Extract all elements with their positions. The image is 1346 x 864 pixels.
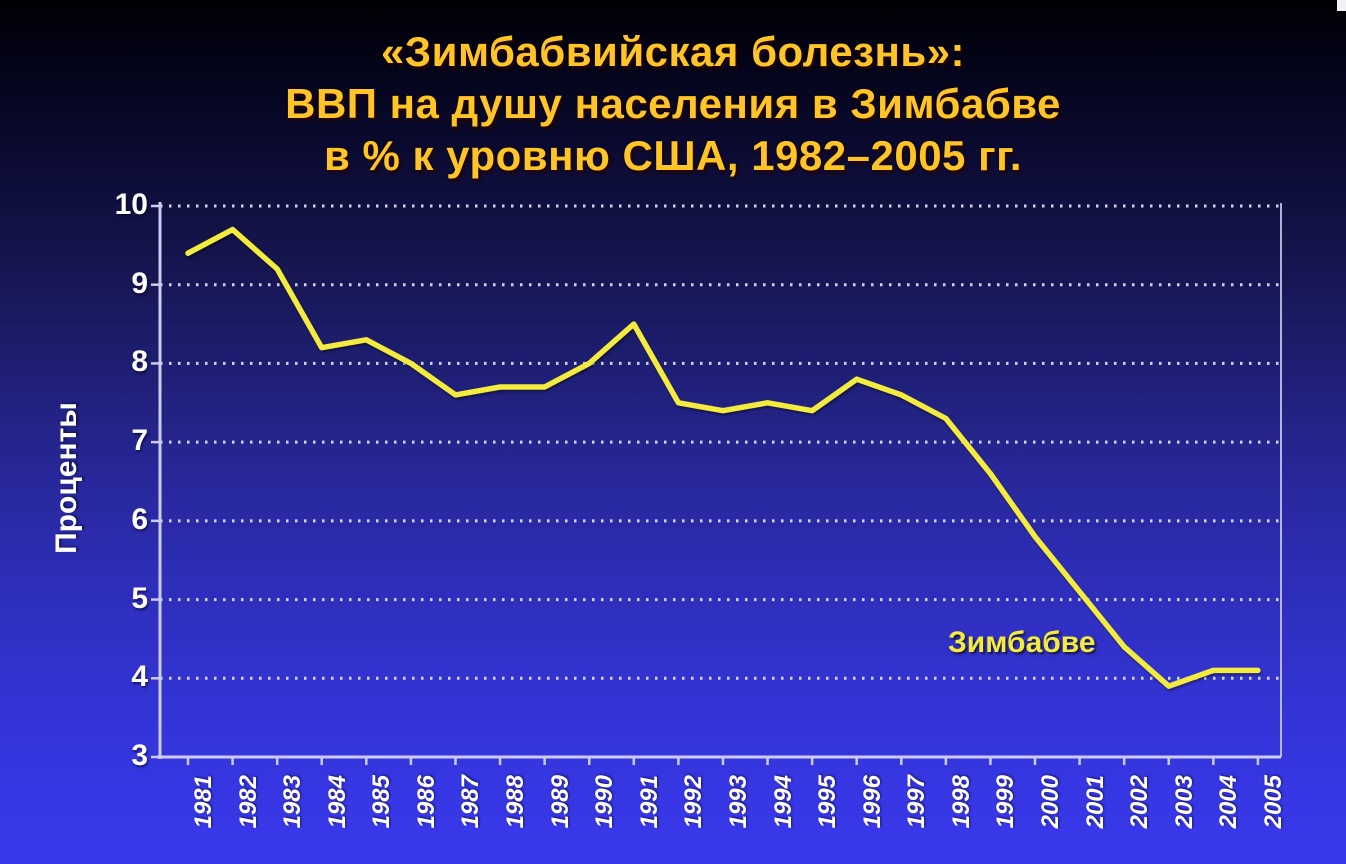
y-tick-label: 4 xyxy=(131,660,148,694)
y-tick-label: 8 xyxy=(131,345,148,379)
x-tick-label: 1998 xyxy=(947,775,975,829)
x-tick-label: 2003 xyxy=(1170,775,1198,829)
x-tick-label: 1997 xyxy=(903,775,931,829)
x-tick-label: 1986 xyxy=(412,775,440,829)
x-tick-label: 2001 xyxy=(1081,775,1109,829)
y-tick-label: 3 xyxy=(131,739,148,772)
x-tick-label: 1994 xyxy=(769,775,797,829)
x-tick-label: 1995 xyxy=(814,775,842,829)
series-label: Зимбабве xyxy=(948,626,1096,659)
x-tick-label: 2002 xyxy=(1126,775,1154,829)
x-tick-label: 2004 xyxy=(1215,775,1243,829)
x-tick-label: 1982 xyxy=(234,775,262,829)
x-tick-label: 1999 xyxy=(992,775,1020,829)
y-tick-label: 6 xyxy=(131,502,148,536)
x-tick-label: 1996 xyxy=(858,775,886,829)
title-line-3: в % к уровню США, 1982–2005 гг. xyxy=(323,132,1023,179)
y-axis-title: Проценты xyxy=(50,402,83,554)
y-tick-label: 9 xyxy=(131,266,148,300)
slide-title: «Зимбабвийская болезнь»: ВВП на душу нас… xyxy=(0,26,1346,182)
x-tick-label: 2005 xyxy=(1259,775,1287,829)
y-tick-label: 7 xyxy=(131,424,148,458)
x-tick-label: 1985 xyxy=(368,775,396,829)
x-tick-label: 1992 xyxy=(680,775,708,829)
zimbabwe-series-line xyxy=(185,226,1261,689)
x-tick-label: 1983 xyxy=(279,775,307,829)
y-tick-label: 10 xyxy=(114,188,148,221)
corner-notch xyxy=(1337,0,1346,11)
x-tick-label: 1993 xyxy=(724,775,752,829)
y-tick-label: 5 xyxy=(131,581,148,615)
x-tick-label: 1991 xyxy=(635,775,663,829)
x-tick-label: 2000 xyxy=(1037,775,1065,829)
title-line-2: ВВП на душу населения в Зимбабве xyxy=(285,80,1061,127)
x-tick-label: 1984 xyxy=(323,775,351,829)
x-tick-label: 1988 xyxy=(502,775,530,829)
x-tick-label: 1989 xyxy=(546,775,574,829)
x-tick-label: 1987 xyxy=(457,775,485,829)
x-tick-label: 1990 xyxy=(591,775,619,829)
x-tick-label: 1981 xyxy=(190,775,217,829)
title-line-1: «Зимбабвийская болезнь»: xyxy=(380,28,966,75)
